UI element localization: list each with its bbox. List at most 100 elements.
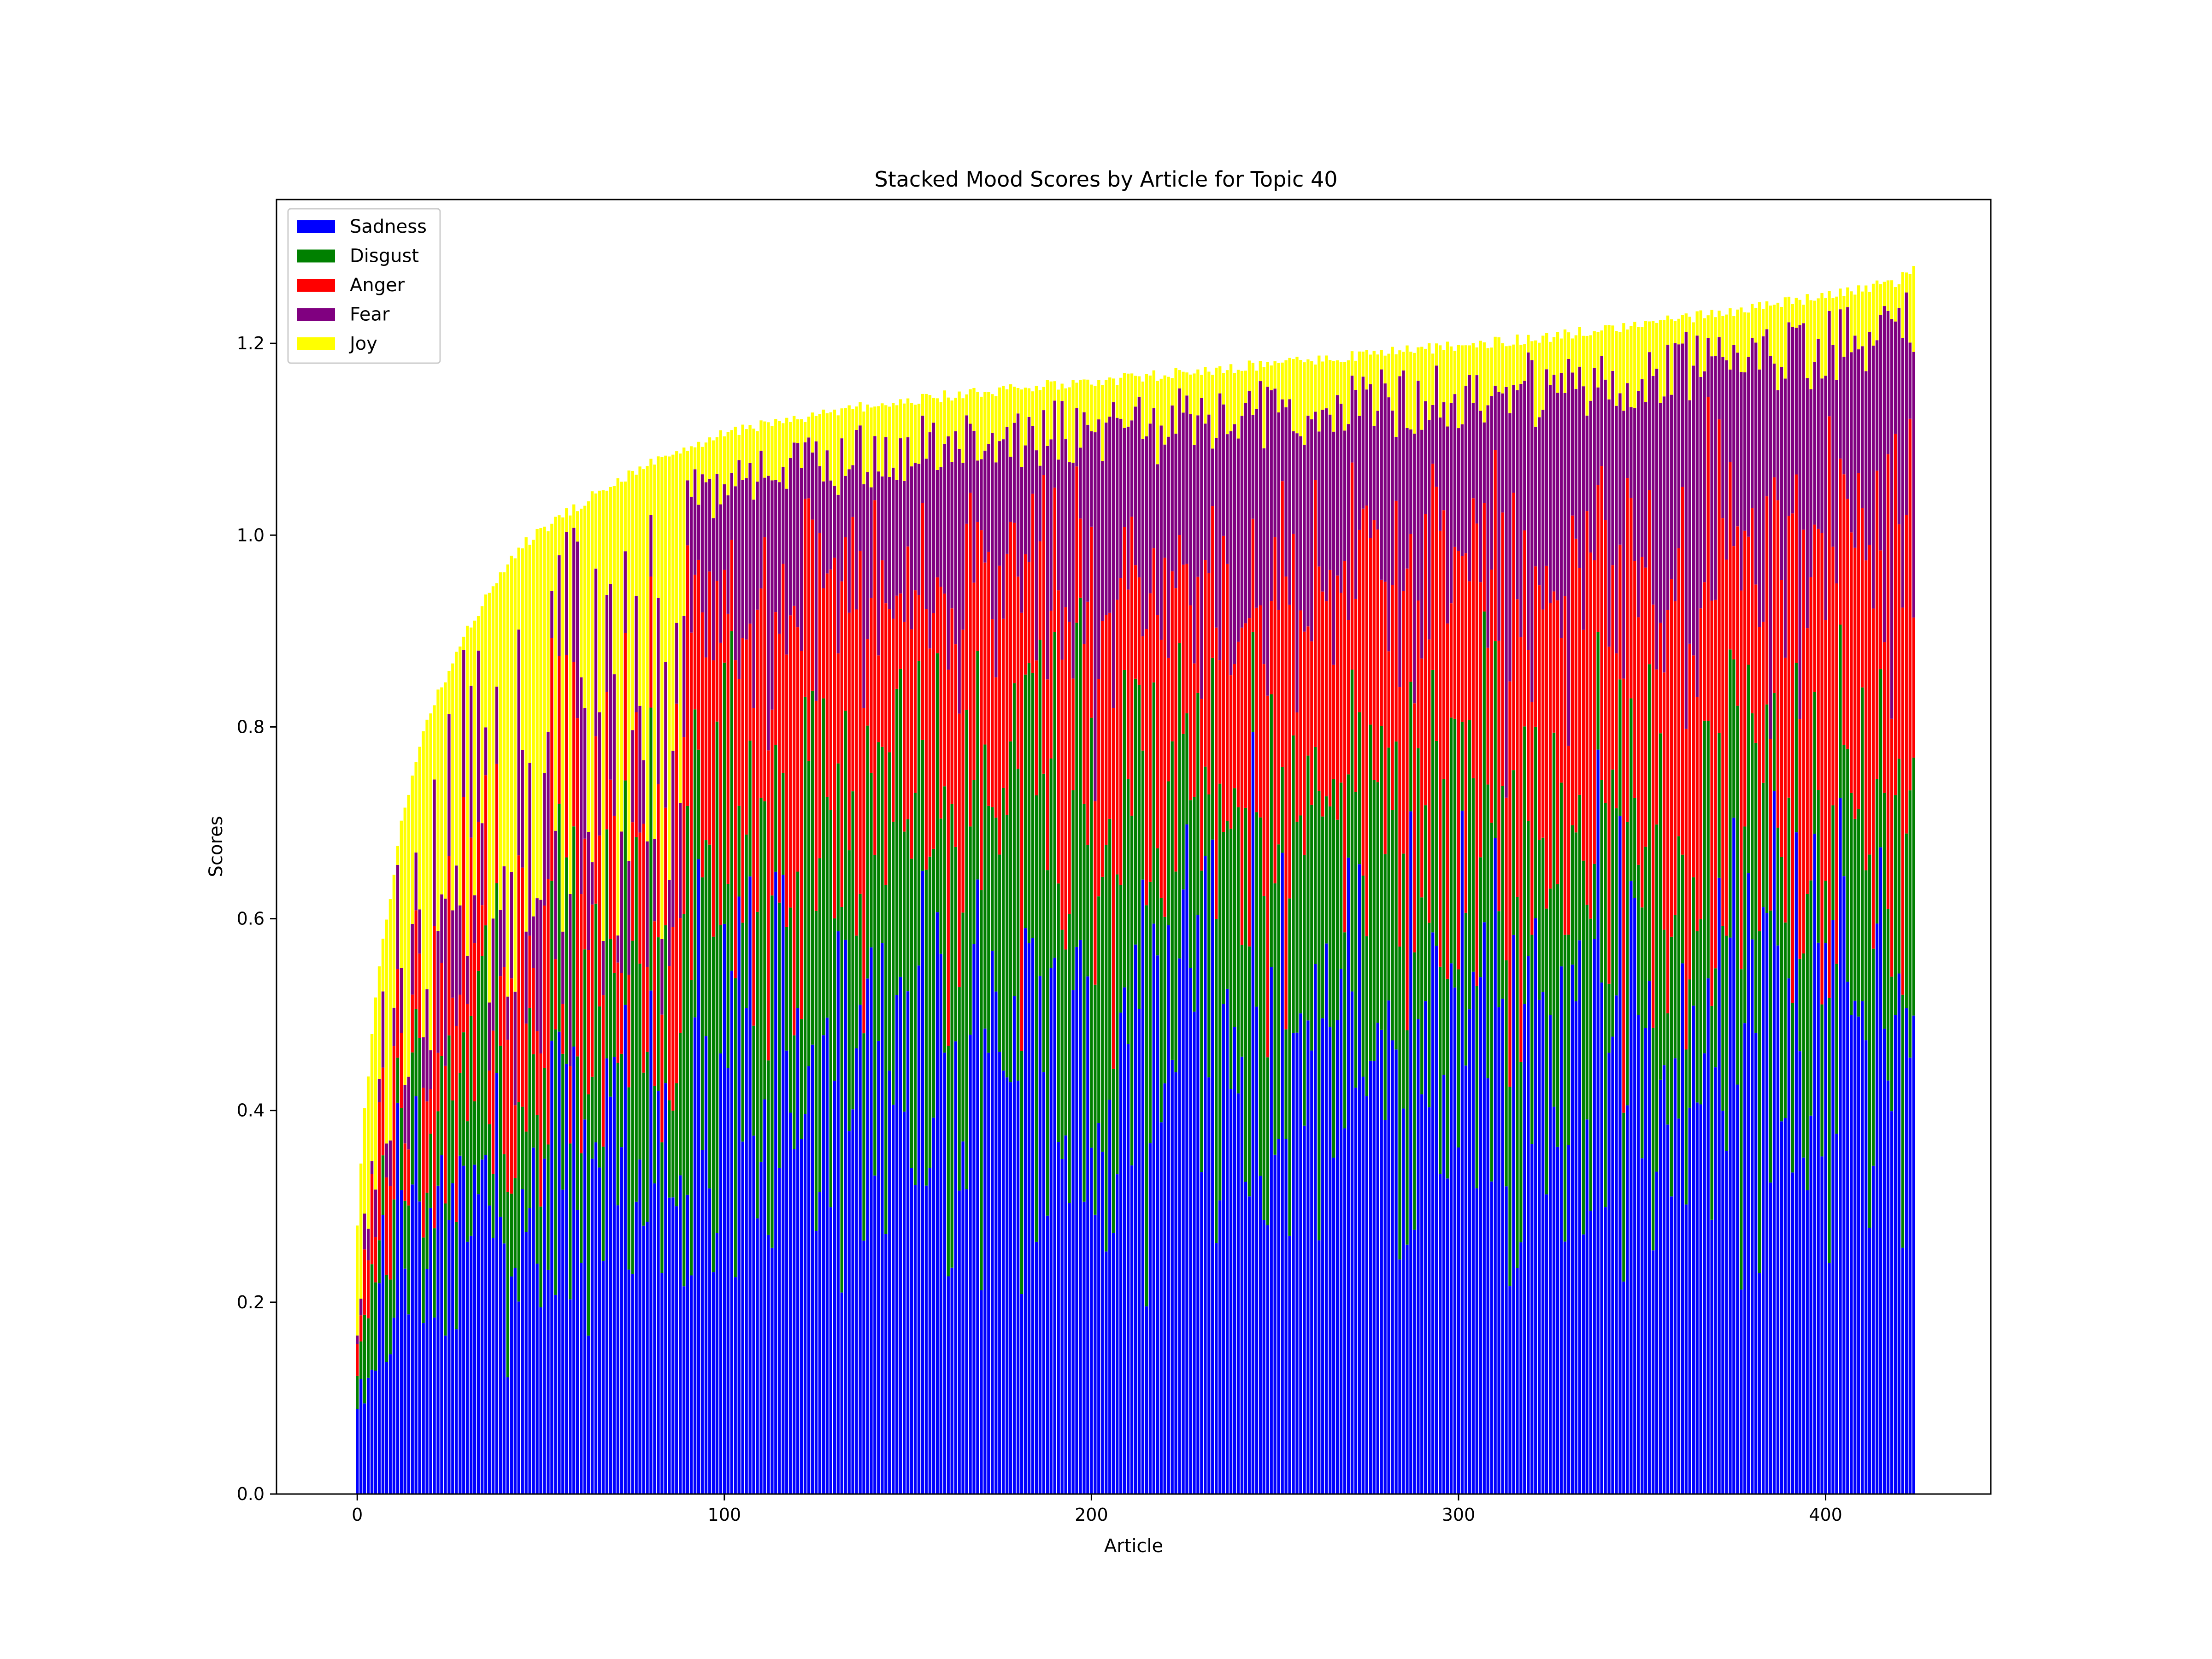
- bar-stack: [829, 412, 833, 1494]
- bar-disgust: [708, 844, 712, 1188]
- bar-fear: [785, 488, 788, 655]
- bar-anger: [1644, 567, 1647, 847]
- bar-disgust: [414, 1009, 418, 1096]
- bar-joy: [1516, 334, 1519, 390]
- bar-anger: [1071, 678, 1075, 790]
- bar-anger: [1204, 560, 1207, 767]
- bar-stack: [1068, 387, 1071, 1494]
- bar-disgust: [1596, 632, 1600, 750]
- bar-stack: [1284, 360, 1288, 1494]
- bar-joy: [356, 1225, 359, 1336]
- bar-stack: [767, 422, 770, 1494]
- bar-fear: [1200, 398, 1203, 699]
- bar-stack: [605, 490, 609, 1494]
- bar-stack: [1648, 321, 1651, 1494]
- bar-anger: [972, 582, 976, 780]
- bar-anger: [370, 1174, 374, 1265]
- bar-fear: [1732, 345, 1735, 547]
- bar-disgust: [958, 987, 961, 1191]
- bar-disgust: [1754, 742, 1758, 1033]
- bar-anger: [1839, 459, 1842, 625]
- bar-fear: [1523, 381, 1526, 530]
- bar-stack: [1310, 361, 1313, 1494]
- bar-stack: [572, 504, 576, 1494]
- bar-fear: [1413, 433, 1416, 704]
- bar-stack: [1901, 272, 1905, 1494]
- bar-disgust: [638, 964, 641, 1160]
- bar-fear: [414, 852, 418, 911]
- bar-stack: [881, 403, 884, 1494]
- bar-disgust: [1508, 1087, 1512, 1287]
- bar-joy: [1743, 312, 1747, 373]
- bar-stack: [1505, 346, 1508, 1494]
- bar-anger: [1193, 663, 1196, 797]
- bar-joy: [550, 524, 553, 591]
- bar-stack: [1798, 300, 1801, 1494]
- bar-joy: [1725, 314, 1728, 360]
- bar-fear: [433, 779, 436, 926]
- bar-joy: [1075, 382, 1078, 408]
- bar-disgust: [818, 858, 822, 1192]
- bar-anger: [459, 994, 462, 1073]
- bar-disgust: [649, 707, 653, 991]
- bar-joy: [1064, 388, 1067, 440]
- bar-anger: [499, 976, 502, 1046]
- bar-joy: [1706, 315, 1710, 338]
- bar-disgust: [590, 1077, 594, 1159]
- bar-disgust: [1706, 721, 1710, 979]
- bar-fear: [836, 494, 840, 653]
- bar-joy: [1828, 291, 1831, 311]
- bar-fear: [1688, 400, 1691, 644]
- y-tick-label: 0.4: [237, 1100, 265, 1121]
- bar-stack: [723, 436, 726, 1494]
- bar-disgust: [517, 1102, 520, 1302]
- bar-disgust: [1567, 935, 1571, 1145]
- bar-stack: [1780, 306, 1783, 1494]
- bar-stack: [1791, 304, 1794, 1494]
- bar-joy: [1908, 274, 1912, 343]
- bar-stack: [851, 409, 854, 1494]
- bar-sadness: [847, 1131, 851, 1494]
- bar-anger: [1438, 530, 1442, 967]
- bar-joy: [1817, 298, 1820, 339]
- bar-anger: [1383, 582, 1387, 854]
- bar-anger: [1817, 529, 1820, 790]
- bar-disgust: [921, 740, 924, 871]
- bar-anger: [1523, 530, 1526, 727]
- bar-anger: [1174, 588, 1177, 872]
- bar-stack: [1006, 389, 1009, 1494]
- bar-stack: [1090, 384, 1093, 1494]
- bar-disgust: [473, 1101, 477, 1165]
- bar-joy: [671, 454, 675, 751]
- bar-sadness: [767, 1235, 770, 1494]
- bar-disgust: [800, 1019, 803, 1139]
- bar-stack: [1740, 307, 1743, 1494]
- bar-anger: [1002, 618, 1005, 788]
- bar-anger: [1163, 558, 1166, 917]
- bar-stack: [675, 451, 678, 1494]
- bar-stack: [1578, 327, 1582, 1494]
- bar-joy: [1094, 386, 1097, 433]
- bar-fear: [748, 463, 752, 624]
- bar-joy: [385, 919, 388, 1144]
- bar-anger: [833, 558, 836, 918]
- bar-joy: [470, 627, 473, 686]
- bar-sadness: [1758, 1273, 1761, 1494]
- bar-anger: [1765, 496, 1769, 705]
- bar-anger: [1912, 618, 1915, 758]
- bar-joy: [1600, 330, 1603, 356]
- bar-sadness: [939, 953, 942, 1494]
- bar-disgust: [704, 840, 708, 1036]
- bar-stack: [1156, 381, 1159, 1494]
- bar-disgust: [1765, 704, 1769, 913]
- bar-stack: [814, 416, 818, 1494]
- bar-fear: [1215, 438, 1218, 628]
- bar-sadness: [1563, 1241, 1567, 1494]
- bar-fear: [1137, 396, 1141, 577]
- bar-fear: [1240, 416, 1244, 628]
- bar-stack: [745, 429, 748, 1494]
- bar-anger: [811, 519, 814, 691]
- bar-stack: [528, 544, 531, 1494]
- bar-anger: [1695, 697, 1699, 931]
- bar-disgust: [792, 1035, 796, 1149]
